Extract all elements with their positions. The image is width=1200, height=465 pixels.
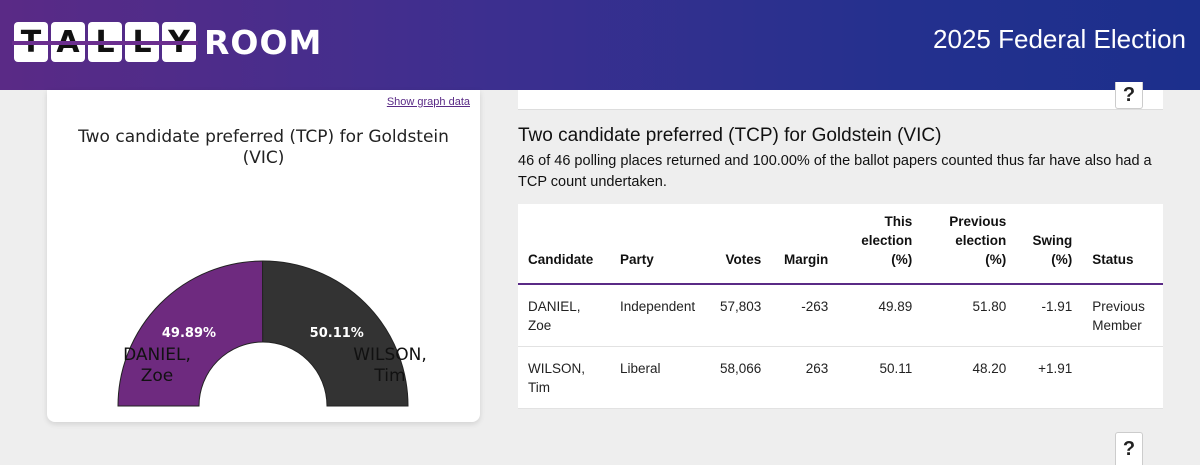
cell-candidate: WILSON, Tim [518,346,610,409]
col-header-swing: Swing (%) [1016,204,1083,285]
cell-votes: 57,803 [710,284,772,347]
tally-room-logo[interactable]: T A L L Y ROOM [12,22,323,62]
logo-tally-tiles: T A L L Y [12,22,198,62]
candidate-given-name: Tim [528,379,550,395]
candidate-label-wilson: WILSON, Tim [315,345,465,387]
previous-panel-bottom [518,90,1163,110]
tcp-results-table: Candidate Party Votes Margin This electi… [518,204,1163,409]
cell-swing: +1.91 [1016,346,1083,409]
header-line: (%) [1051,252,1073,267]
cell-party: Independent [610,284,710,347]
table-row: WILSON, Tim Liberal 58,066 263 50.11 48.… [518,346,1163,409]
cell-status [1082,346,1163,409]
cell-swing: -1.91 [1016,284,1083,347]
tcp-section-description: 46 of 46 polling places returned and 100… [518,153,1152,190]
cell-party: Liberal [610,346,710,409]
col-header-status: Status [1082,204,1163,285]
header-line: election [955,233,1007,248]
site-header: T A L L Y ROOM 2025 Federal Election [0,0,1200,90]
gauge-label-daniel: 49.89% [162,326,216,341]
header-line: election [861,233,913,248]
header-line: Previous [949,214,1007,229]
tcp-section-title: Two candidate preferred (TCP) for Goldst… [518,125,942,146]
table-header-row: Candidate Party Votes Margin This electi… [518,204,1163,285]
candidate-surname: DANIEL, [123,345,191,365]
gauge-segment-wilson [261,260,409,407]
tcp-graph-card: Show graph data Two candidate preferred … [47,90,480,422]
candidate-label-daniel: DANIEL, Zoe [97,345,217,387]
col-header-candidate: Candidate [518,204,610,285]
header-line: (%) [985,252,1007,267]
cell-margin: 263 [771,346,839,409]
cell-status: Previous Member [1082,284,1163,347]
cell-margin: -263 [771,284,839,347]
candidate-surname: DANIEL, [528,299,581,314]
help-button[interactable]: ? [1115,432,1143,465]
cell-previous-election: 51.80 [922,284,1017,347]
logo-tile: Y [160,22,198,62]
logo-room-text: ROOM [204,22,323,62]
col-header-previous-election: Previous election (%) [922,204,1017,285]
cell-previous-election: 48.20 [922,346,1017,409]
candidate-surname: WILSON, [528,360,586,376]
cell-this-election: 50.11 [838,346,923,409]
header-line: Swing [1032,233,1073,248]
cell-votes: 58,066 [710,346,772,409]
status-line: Previous [1092,299,1145,314]
gauge-segment-daniel [117,260,264,407]
table-row: DANIEL, Zoe Independent 57,803 -263 49.8… [518,284,1163,347]
header-line: (%) [891,252,913,267]
logo-tile: A [49,22,87,62]
show-graph-data-link[interactable]: Show graph data [386,96,470,108]
candidate-surname: WILSON, [353,345,427,365]
logo-tile: L [86,22,124,62]
tcp-gauge-chart: 49.89% 50.11% [117,260,409,407]
col-header-votes: Votes [710,204,772,285]
help-button[interactable]: ? [1115,82,1143,109]
col-header-this-election: This election (%) [838,204,923,285]
logo-tile: L [123,22,161,62]
site-title: 2025 Federal Election [933,24,1186,54]
candidate-given-name: Zoe [528,318,552,333]
candidate-given-name: Zoe [140,366,174,386]
header-line: This [884,214,913,229]
cell-candidate: DANIEL, Zoe [518,284,610,347]
cell-this-election: 49.89 [838,284,923,347]
gauge-label-wilson: 50.11% [310,326,364,341]
col-header-margin: Margin [771,204,839,285]
graph-title: Two candidate preferred (TCP) for Goldst… [78,127,449,168]
candidate-given-name: Tim [374,366,406,386]
logo-tile: T [12,22,50,62]
status-line: Member [1092,318,1142,333]
col-header-party: Party [610,204,710,285]
